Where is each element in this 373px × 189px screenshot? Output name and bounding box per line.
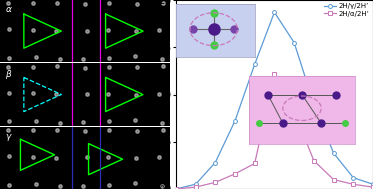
Y-axis label: $E_b$ (eV/atom): $E_b$ (eV/atom) xyxy=(141,67,154,122)
Text: $\alpha$: $\alpha$ xyxy=(5,5,13,14)
Legend: 2H/γ/2H’, 2H/α/2H’: 2H/γ/2H’, 2H/α/2H’ xyxy=(323,3,370,17)
Text: $\gamma$: $\gamma$ xyxy=(5,132,13,143)
Text: $\beta$: $\beta$ xyxy=(5,68,13,81)
